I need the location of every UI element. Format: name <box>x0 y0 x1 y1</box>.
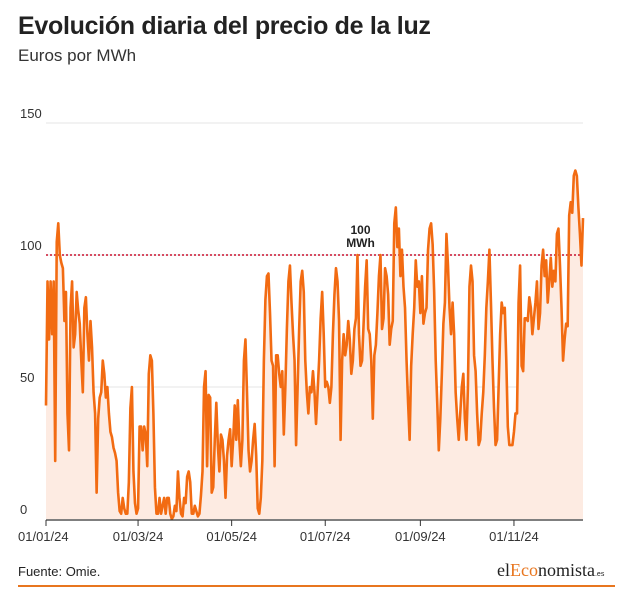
brand-logo: elEconomista.es <box>497 560 604 581</box>
source-note: Fuente: Omie. <box>18 564 101 579</box>
x-tick-label: 01/11/24 <box>489 529 539 544</box>
brand-prefix: el <box>497 560 510 580</box>
axis-labels: 0 50 100 150 01/01/24 01/03/24 01/05/24 01/07/2… <box>18 106 583 544</box>
y-tick-label-50: 50 <box>20 370 34 385</box>
y-tick-label-100: 100 <box>20 238 42 253</box>
x-tick-label: 01/03/24 <box>113 529 164 544</box>
x-tick-label: 01/01/24 <box>18 529 69 544</box>
brand-accent: Eco <box>510 560 538 580</box>
reference-label-value: 100 <box>351 223 371 237</box>
reference-label-unit: MWh <box>346 236 375 250</box>
x-tick-label: 01/07/24 <box>300 529 351 544</box>
x-tick-label: 01/09/24 <box>395 529 446 544</box>
price-area-fill <box>46 170 583 519</box>
x-tick-label: 01/05/24 <box>206 529 257 544</box>
y-tick-label-0: 0 <box>20 502 27 517</box>
brand-tld: .es <box>594 571 605 578</box>
chart-title: Evolución diaria del precio de la luz <box>18 12 431 40</box>
brand-suffix: nomista <box>537 560 595 580</box>
price-line <box>44 169 585 521</box>
chart-subtitle: Euros por MWh <box>18 46 137 65</box>
y-tick-label-150: 150 <box>20 106 42 121</box>
footer-rule <box>18 585 615 587</box>
